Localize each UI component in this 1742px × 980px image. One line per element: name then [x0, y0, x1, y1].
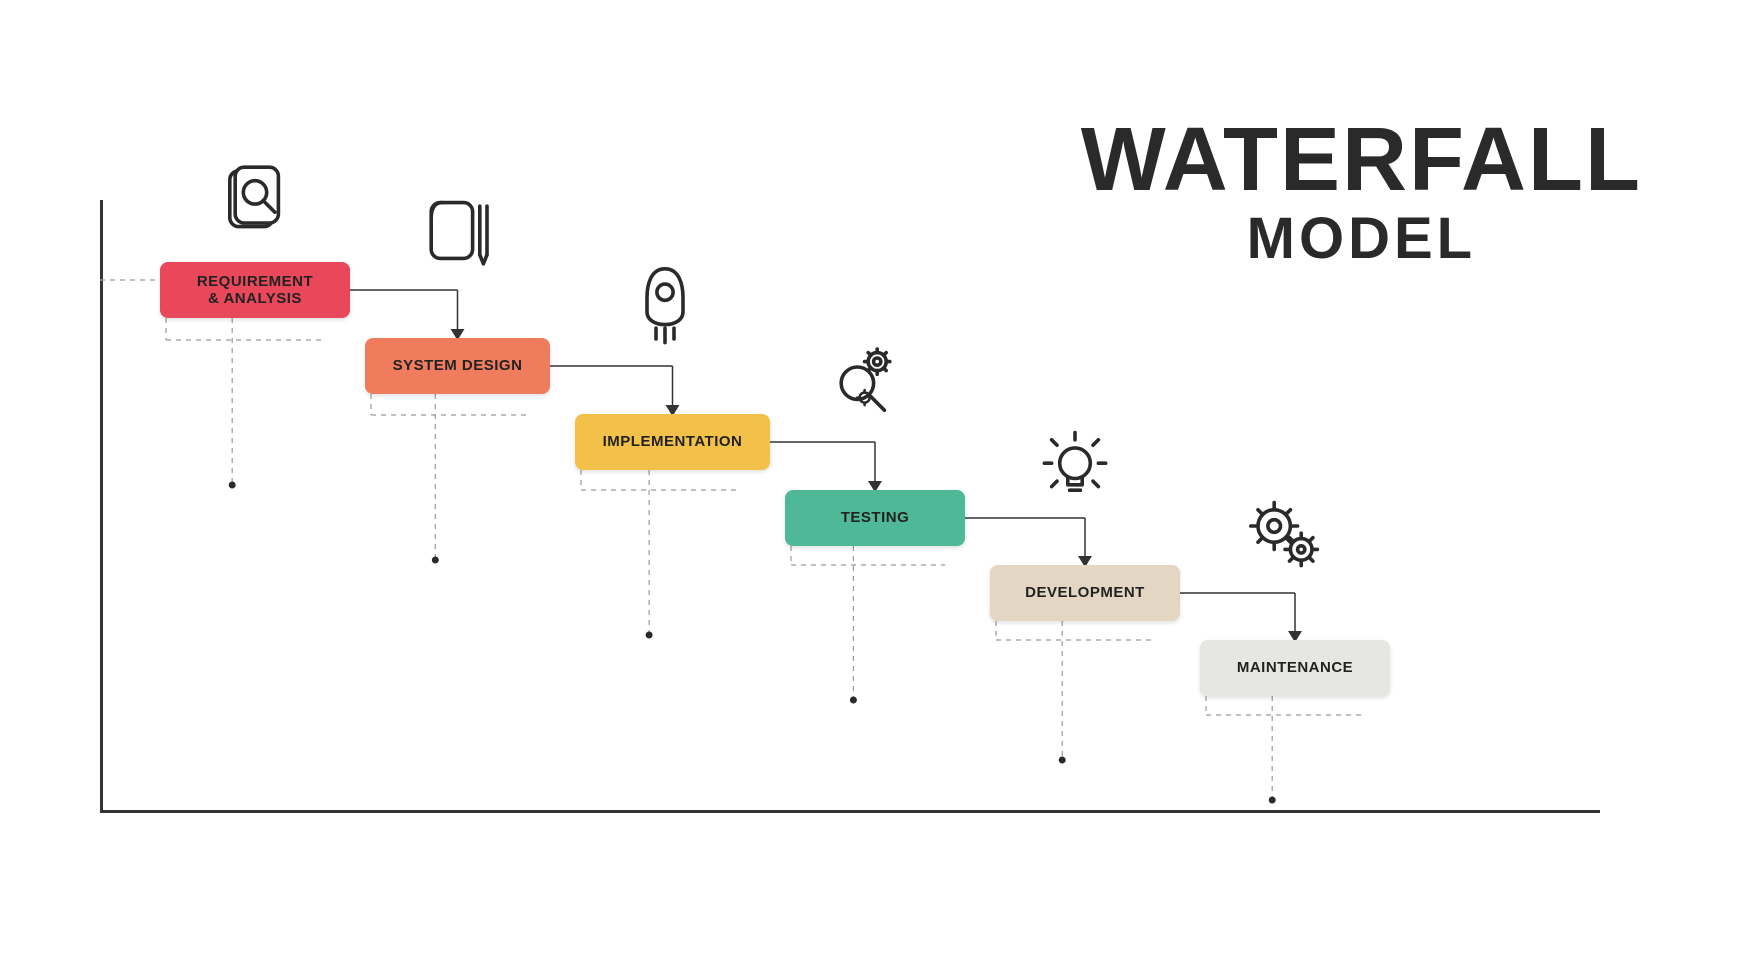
title-line1: WATERFALL — [1081, 120, 1642, 201]
gears-icon — [1240, 490, 1330, 580]
lightbulb-icon — [1030, 420, 1120, 510]
stage-implementation: IMPLEMENTATION — [575, 414, 770, 470]
axis-horizontal — [100, 810, 1600, 813]
stage-testing: TESTING — [785, 490, 965, 546]
gear-search-icon — [825, 340, 915, 430]
diagram-title: WATERFALL MODEL — [1081, 120, 1642, 272]
stage-requirement: REQUIREMENT & ANALYSIS — [160, 262, 350, 318]
stage-development: DEVELOPMENT — [990, 565, 1180, 621]
notepad-icon — [415, 190, 505, 280]
search-doc-icon — [210, 160, 300, 250]
axis-vertical — [100, 200, 103, 810]
stage-system-design: SYSTEM DESIGN — [365, 338, 550, 394]
stage-maintenance: MAINTENANCE — [1200, 640, 1390, 696]
title-line2: MODEL — [1081, 205, 1642, 272]
rocket-icon — [620, 258, 710, 348]
